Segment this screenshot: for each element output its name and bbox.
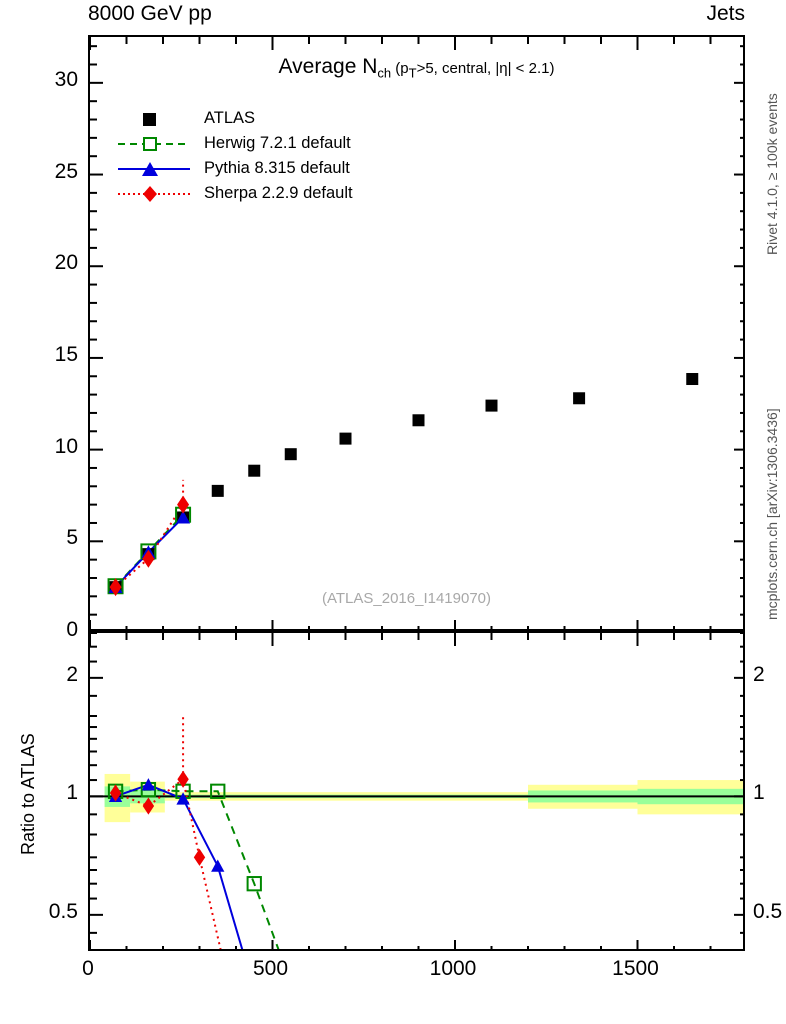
title-subscript-t: T [408, 65, 417, 81]
datapoint-sherpa [142, 549, 155, 568]
ratio-datapoint-sherpa [142, 797, 155, 815]
datapoint-atlas [686, 373, 699, 386]
legend-key-pythia [118, 159, 190, 179]
legend-label-pythia: Pythia 8.315 default [204, 159, 350, 177]
datapoint-sherpa [109, 578, 122, 597]
legend-entry-pythia: Pythia 8.315 default [118, 156, 353, 181]
datapoint-atlas [284, 448, 297, 461]
legend-entry-herwig: Herwig 7.2.1 default [118, 131, 353, 156]
ratio-datapoint-pythia [211, 859, 225, 872]
ratio-datapoint-sherpa [193, 848, 206, 866]
main-plot-panel [88, 35, 745, 631]
ratio-plot-canvas [90, 633, 743, 949]
main-y-tick-label: 10 [54, 434, 78, 458]
ratio-plot-panel [88, 631, 745, 951]
legend-key-sherpa [118, 184, 190, 204]
legend-key-herwig [118, 134, 190, 154]
x-tick-label: 500 [252, 957, 289, 980]
datapoint-atlas [339, 432, 352, 445]
beam-energy-label: 8000 GeV pp [88, 2, 212, 25]
ratio-line-herwig [115, 788, 280, 949]
ratio-datapoint-pythia [141, 778, 156, 791]
x-tick-label: 1000 [429, 957, 477, 980]
datapoint-atlas [412, 414, 425, 427]
datapoint-atlas [573, 392, 586, 405]
ratio-datapoint-sherpa [109, 784, 122, 802]
ratio-y-tick-label-left: 2 [66, 662, 78, 686]
title-rest-open: (p [395, 60, 409, 77]
title-rest-tail: >5, central, |η| < 2.1) [416, 60, 555, 77]
ratio-y-tick-label-right: 0.5 [753, 899, 783, 923]
datapoint-atlas [211, 484, 224, 497]
legend-entry-atlas: ATLAS [118, 106, 353, 131]
main-y-tick-label: 20 [54, 251, 78, 275]
ratio-datapoint-pythia [176, 792, 190, 805]
main-y-tick-label: 25 [54, 159, 78, 183]
main-plot-canvas [90, 37, 743, 629]
ratio-y-tick-label-left: 0.5 [48, 899, 78, 923]
legend-entry-sherpa: Sherpa 2.2.9 default [118, 181, 353, 206]
mcplots-reference-caption: mcplots.cern.ch [arXiv:1306.3436] [764, 408, 780, 620]
ratio-datapoint-herwig [246, 876, 262, 892]
title-main-text: Average N [278, 55, 378, 78]
main-y-tick-label: 0 [66, 618, 78, 641]
x-tick-label: 1500 [612, 957, 659, 980]
ratio-datapoint-herwig [210, 783, 226, 799]
datapoint-atlas [248, 464, 261, 477]
x-tick-label: 0 [82, 957, 94, 980]
legend: ATLAS Herwig 7.2.1 default Pythia 8.315 … [118, 106, 353, 206]
ratio-y-tick-label-left: 1 [66, 781, 78, 805]
ratio-y-tick-label-right: 2 [753, 662, 765, 686]
title-subscript-ch: ch [377, 65, 392, 81]
legend-label-sherpa: Sherpa 2.2.9 default [204, 184, 353, 202]
plot-title: Average Nch (pT>5, central, |η| < 2.1) [88, 55, 745, 81]
main-y-tick-label: 5 [66, 526, 78, 550]
process-label: Jets [706, 2, 745, 25]
legend-label-herwig: Herwig 7.2.1 default [204, 134, 351, 152]
datapoint-sherpa [177, 495, 190, 514]
ratio-y-tick-label-right: 1 [753, 781, 765, 805]
datapoint-pythia [176, 510, 191, 524]
rivet-version-caption: Rivet 4.1.0, ≥ 100k events [764, 93, 780, 255]
main-y-tick-label: 15 [54, 342, 78, 366]
analysis-id-watermark: (ATLAS_2016_I1419070) [322, 590, 492, 607]
ratio-datapoint-sherpa [177, 770, 189, 788]
datapoint-atlas [485, 399, 498, 412]
legend-label-atlas: ATLAS [204, 109, 256, 127]
main-y-tick-label: 30 [54, 67, 78, 91]
legend-key-atlas [118, 109, 190, 129]
